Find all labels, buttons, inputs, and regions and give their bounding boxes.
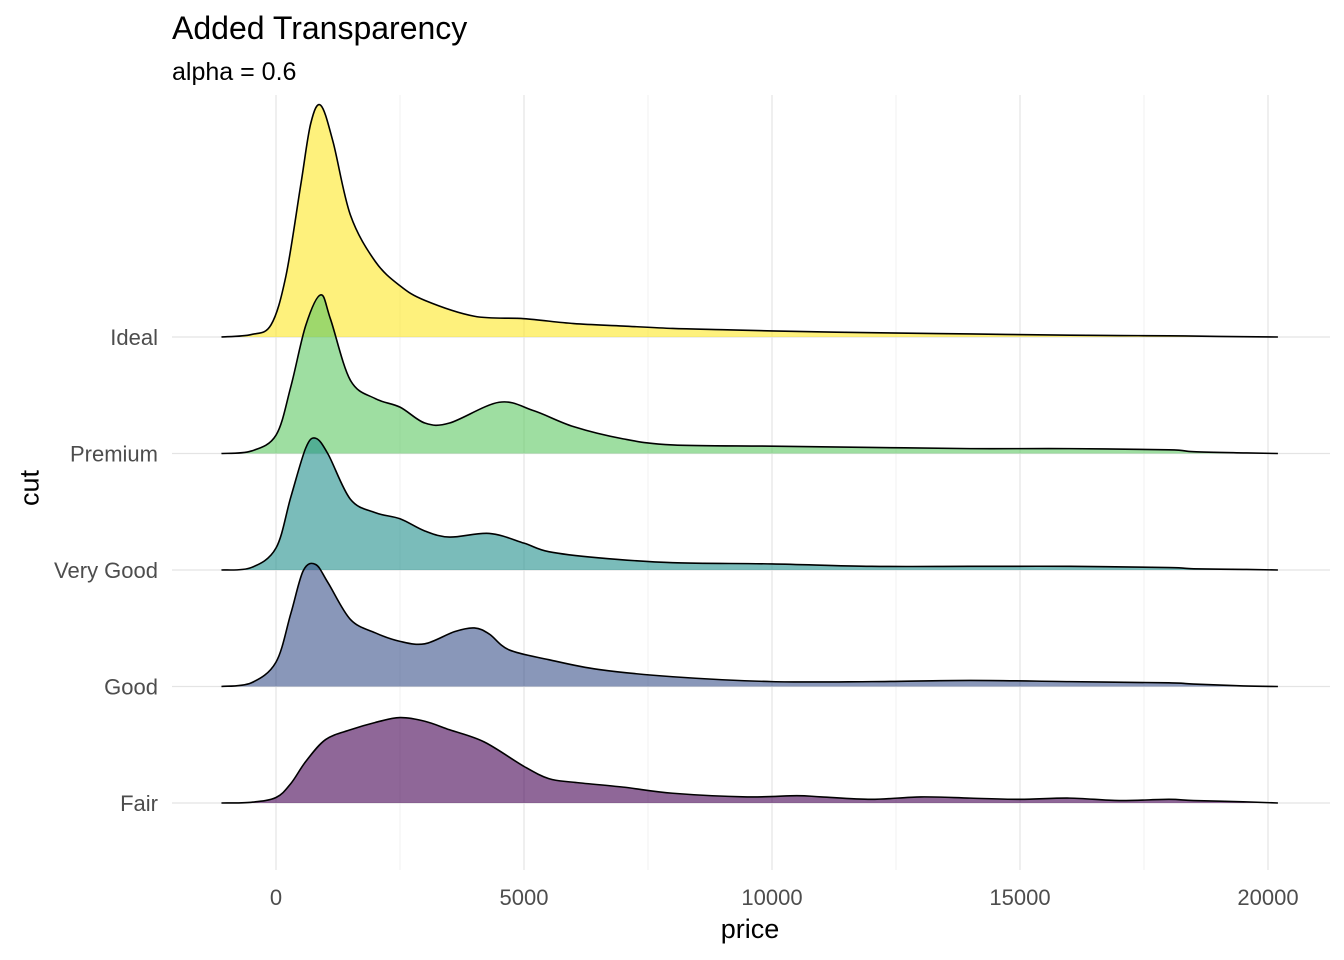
ridge-area <box>221 437 1278 571</box>
y-tick-label: Fair <box>120 791 158 816</box>
ridge-line <box>221 294 1278 455</box>
ridge-line <box>221 716 1278 804</box>
chart-subtitle: alpha = 0.6 <box>172 58 297 86</box>
x-tick-label: 0 <box>270 885 282 910</box>
y-tick-label: Premium <box>70 442 158 467</box>
x-tick-label: 20000 <box>1237 885 1298 910</box>
x-tick-label: 15000 <box>989 885 1050 910</box>
ridge-area <box>221 717 1278 803</box>
x-axis-label: price <box>720 914 780 944</box>
x-tick-label: 5000 <box>500 885 549 910</box>
y-axis-label: cut <box>14 469 45 507</box>
y-tick-label: Good <box>104 675 158 700</box>
ridge-area <box>221 563 1278 687</box>
chart-title: Added Transparency <box>172 10 468 46</box>
ridge-area <box>221 104 1278 337</box>
ridge-line <box>221 103 1278 338</box>
ridge-area <box>221 294 1278 454</box>
y-tick-label: Very Good <box>54 558 158 583</box>
x-tick-label: 10000 <box>741 885 802 910</box>
y-tick-label: Ideal <box>110 325 158 350</box>
ridge-line <box>221 437 1278 571</box>
ridge-line <box>221 562 1278 688</box>
